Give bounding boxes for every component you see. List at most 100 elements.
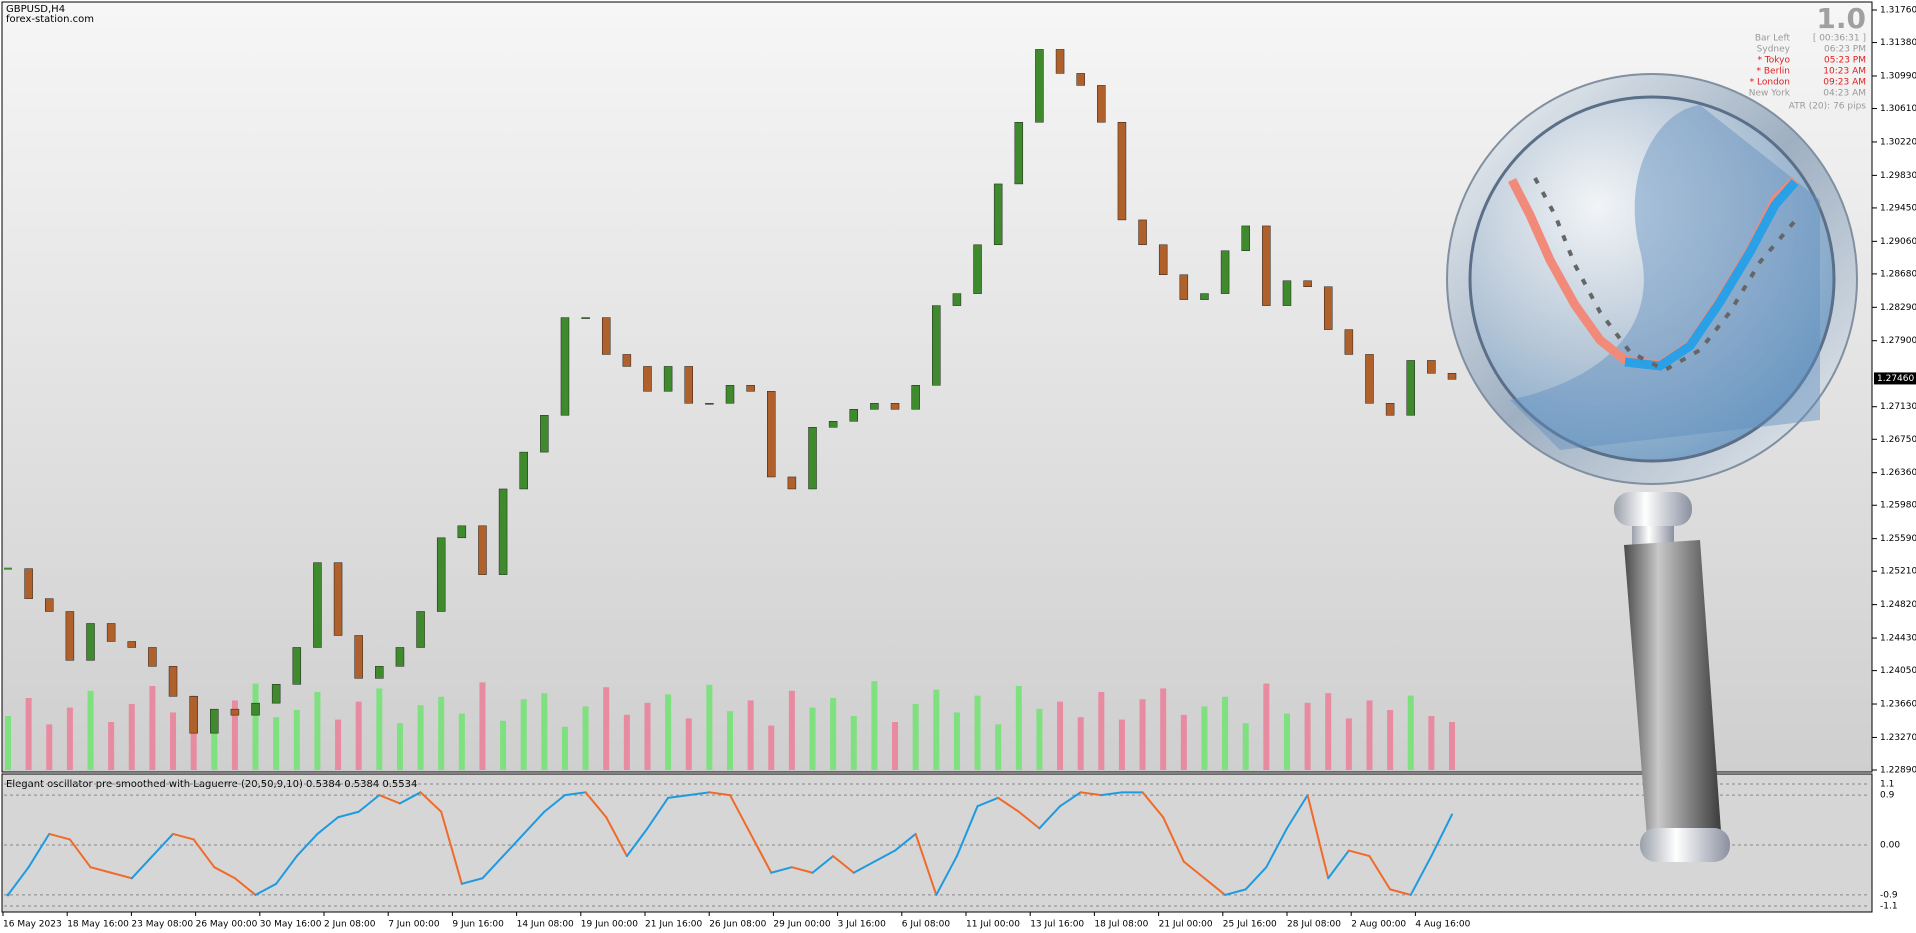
candle bbox=[313, 562, 322, 648]
candle bbox=[189, 696, 198, 734]
magnifier-cap bbox=[1640, 828, 1730, 862]
osc-segment bbox=[233, 877, 257, 896]
volume-bar bbox=[582, 706, 589, 770]
osc-segment bbox=[89, 866, 113, 874]
osc-segment bbox=[130, 855, 154, 880]
x-tick-label: 26 May 00:00 bbox=[196, 920, 258, 930]
volume-bar bbox=[335, 719, 342, 770]
osc-segment bbox=[563, 791, 587, 797]
osc-segment bbox=[997, 796, 1020, 813]
candle bbox=[1282, 280, 1292, 306]
volume-bar bbox=[5, 716, 11, 770]
volume-bar bbox=[1057, 701, 1064, 770]
lens-shade bbox=[1510, 105, 1820, 450]
y-tick-label: 1.23270 bbox=[1880, 733, 1916, 743]
candle bbox=[210, 708, 219, 734]
volume-bar bbox=[1222, 696, 1229, 770]
x-tick-label: 28 Jul 08:00 bbox=[1287, 920, 1341, 930]
candle bbox=[643, 366, 652, 392]
candle bbox=[746, 385, 755, 392]
volume-bar bbox=[293, 710, 300, 770]
volume-bar bbox=[1180, 714, 1187, 770]
volume-bar bbox=[892, 722, 899, 770]
candle bbox=[1344, 329, 1354, 355]
volume-bar bbox=[1098, 692, 1105, 770]
candle bbox=[271, 684, 281, 704]
volume-bar bbox=[273, 717, 280, 770]
volume-bar bbox=[1201, 706, 1208, 770]
volume-bar bbox=[850, 716, 857, 770]
session-time: [ 00:36:31 ] bbox=[1813, 34, 1866, 44]
candle bbox=[1200, 293, 1209, 300]
osc-segment bbox=[1327, 849, 1350, 880]
osc-segment bbox=[646, 796, 670, 830]
panel-value: 1.0 bbox=[1816, 2, 1866, 35]
osc-segment bbox=[213, 866, 236, 880]
candle bbox=[890, 403, 900, 410]
candle bbox=[787, 476, 797, 490]
session-label: * Tokyo bbox=[1757, 56, 1790, 66]
candle bbox=[436, 537, 446, 612]
y-tick-label: 1.28680 bbox=[1880, 269, 1916, 279]
session-time: 09:23 AM bbox=[1823, 78, 1866, 88]
candle bbox=[45, 598, 54, 612]
osc-segment bbox=[502, 832, 525, 858]
volume-bar bbox=[1449, 722, 1455, 770]
candle bbox=[1241, 225, 1250, 252]
volume-bar bbox=[1160, 688, 1167, 770]
symbol-title: GBPUSD,H4 bbox=[6, 4, 65, 15]
osc-tick-label: -0.9 bbox=[1880, 890, 1898, 900]
volume-bar bbox=[1304, 702, 1311, 770]
osc-tick-label: -1.1 bbox=[1880, 902, 1898, 912]
session-time: 04:23 AM bbox=[1823, 89, 1866, 99]
volume-bar bbox=[1263, 683, 1270, 770]
volume-bar bbox=[458, 713, 465, 770]
osc-segment bbox=[337, 810, 360, 819]
last-price-label: 1.27460 bbox=[1877, 374, 1914, 384]
osc-segment bbox=[357, 794, 381, 813]
x-tick-label: 26 Jun 08:00 bbox=[709, 920, 766, 930]
volume-bar bbox=[561, 726, 568, 770]
y-tick-label: 1.31380 bbox=[1880, 38, 1916, 48]
y-tick-label: 1.29830 bbox=[1880, 171, 1916, 181]
osc-segment bbox=[749, 832, 773, 874]
session-label: New York bbox=[1749, 89, 1791, 99]
x-tick-label: 2 Jun 08:00 bbox=[324, 920, 376, 930]
y-tick-label: 1.30990 bbox=[1880, 71, 1916, 81]
volume-bar bbox=[644, 702, 651, 770]
y-tick-label: 1.29450 bbox=[1880, 203, 1916, 213]
volume-bar bbox=[1428, 716, 1435, 770]
candle bbox=[993, 183, 1003, 246]
x-tick-label: 29 Jun 00:00 bbox=[773, 920, 830, 930]
osc-segment bbox=[1389, 888, 1412, 896]
candle bbox=[1406, 360, 1415, 416]
osc-segment bbox=[1244, 866, 1268, 891]
osc-segment bbox=[1285, 794, 1309, 830]
candle bbox=[292, 647, 302, 685]
volume-bar bbox=[1036, 708, 1043, 770]
candle bbox=[395, 647, 405, 667]
candle bbox=[705, 403, 714, 405]
volume-bar bbox=[912, 704, 919, 770]
volume-bar bbox=[953, 712, 960, 770]
y-tick-label: 1.24050 bbox=[1880, 666, 1916, 676]
y-tick-label: 1.30220 bbox=[1880, 137, 1916, 147]
candle bbox=[251, 702, 260, 716]
osc-segment bbox=[460, 877, 484, 885]
osc-segment bbox=[790, 866, 814, 874]
volume-bar bbox=[541, 693, 548, 770]
candle bbox=[498, 488, 508, 575]
osc-segment bbox=[522, 810, 546, 835]
volume-bar bbox=[1366, 700, 1373, 770]
x-tick-label: 3 Jul 16:00 bbox=[838, 920, 887, 930]
candle bbox=[148, 647, 157, 667]
volume-bar bbox=[747, 700, 754, 770]
candle bbox=[1076, 73, 1085, 86]
candle bbox=[684, 366, 693, 404]
y-tick-label: 1.26750 bbox=[1880, 435, 1916, 445]
session-label: * London bbox=[1750, 78, 1790, 88]
candle bbox=[581, 317, 590, 319]
osc-segment bbox=[398, 791, 422, 805]
volume-bar bbox=[87, 690, 94, 770]
candle bbox=[1323, 286, 1333, 330]
